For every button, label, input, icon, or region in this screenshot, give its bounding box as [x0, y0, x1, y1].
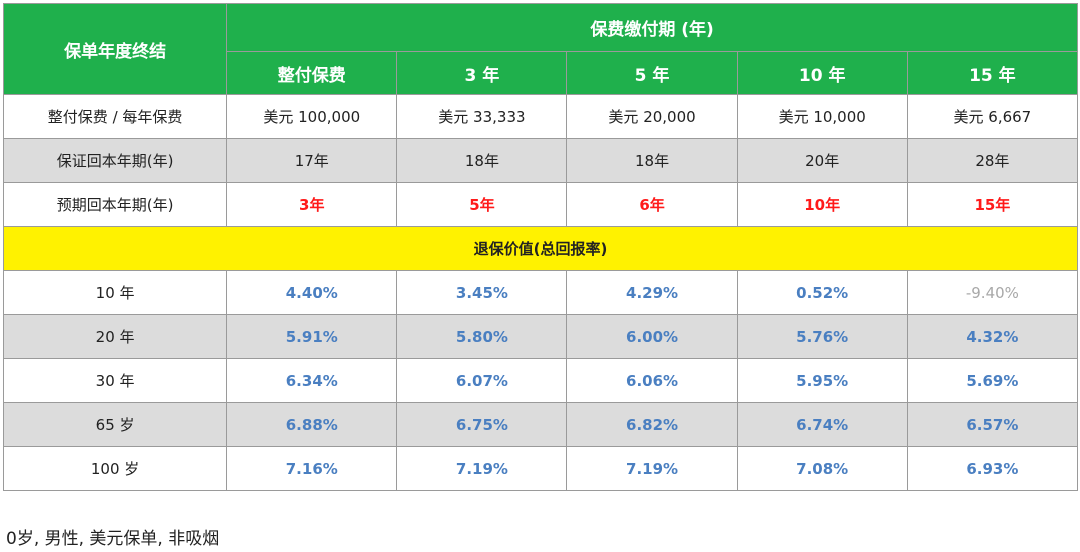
return-row-10y: 10 年 4.40% 3.45% 4.29% 0.52% -9.40%	[2, 270, 1079, 315]
row-label: 整付保费 / 每年保费	[2, 94, 228, 139]
premium-row: 整付保费 / 每年保费 美元 100,000 美元 33,333 美元 20,0…	[2, 94, 1079, 139]
row-label: 30 年	[2, 358, 228, 403]
return-cell: 6.74%	[736, 402, 908, 447]
return-cell: 6.00%	[566, 314, 738, 359]
return-cell: 5.95%	[736, 358, 908, 403]
premium-cell: 美元 10,000	[736, 94, 908, 139]
payment-period-group-header: 保费缴付期 (年)	[226, 3, 1078, 52]
return-cell: 4.40%	[226, 270, 398, 315]
row-label: 保证回本年期(年)	[2, 138, 228, 183]
return-cell: 6.93%	[906, 446, 1079, 491]
return-cell: 5.80%	[396, 314, 568, 359]
row-label: 预期回本年期(年)	[2, 182, 228, 227]
guaranteed-breakeven-cell: 17年	[226, 138, 398, 183]
expected-breakeven-cell: 6年	[566, 182, 738, 227]
surrender-value-table-container: 保单年度终结 保费缴付期 (年) 整付保费 3 年 5 年 10 年 15 年 …	[2, 3, 1079, 491]
return-cell: 6.75%	[396, 402, 568, 447]
guaranteed-breakeven-cell: 18年	[566, 138, 738, 183]
premium-cell: 美元 20,000	[566, 94, 738, 139]
row-label: 20 年	[2, 314, 228, 359]
return-cell: 5.91%	[226, 314, 398, 359]
expected-breakeven-cell: 3年	[226, 182, 398, 227]
expected-breakeven-row: 预期回本年期(年) 3年 5年 6年 10年 15年	[2, 182, 1079, 227]
guaranteed-breakeven-cell: 20年	[736, 138, 908, 183]
section-title-row: 退保价值(总回报率)	[3, 226, 1078, 271]
guaranteed-breakeven-cell: 18年	[396, 138, 568, 183]
return-cell: 5.76%	[736, 314, 908, 359]
header-row-periods: 整付保费 3 年 5 年 10 年 15 年	[4, 51, 1079, 95]
premium-cell: 美元 6,667	[906, 94, 1079, 139]
return-row-age-100: 100 岁 7.16% 7.19% 7.19% 7.08% 6.93%	[2, 446, 1079, 491]
period-header: 10 年	[736, 51, 908, 95]
period-header: 整付保费	[226, 51, 398, 95]
row-label: 100 岁	[2, 446, 228, 491]
surrender-value-section-title: 退保价值(总回报率)	[3, 226, 1078, 271]
return-cell: 5.69%	[906, 358, 1079, 403]
period-header: 15 年	[906, 51, 1079, 95]
premium-cell: 美元 100,000	[226, 94, 398, 139]
return-cell: 6.88%	[226, 402, 398, 447]
return-cell-negative: -9.40%	[906, 270, 1079, 315]
return-cell: 6.57%	[906, 402, 1079, 447]
return-cell: 7.19%	[396, 446, 568, 491]
header-row-top: 保单年度终结 保费缴付期 (年)	[2, 3, 1078, 95]
return-cell: 7.08%	[736, 446, 908, 491]
expected-breakeven-cell: 5年	[396, 182, 568, 227]
return-cell: 0.52%	[736, 270, 908, 315]
return-row-30y: 30 年 6.34% 6.07% 6.06% 5.95% 5.69%	[2, 358, 1079, 403]
return-row-age-65: 65 岁 6.88% 6.75% 6.82% 6.74% 6.57%	[2, 402, 1079, 447]
row-label: 65 岁	[2, 402, 228, 447]
return-cell: 7.19%	[566, 446, 738, 491]
footnote: 0岁, 男性, 美元保单, 非吸烟	[6, 529, 220, 549]
return-cell: 6.34%	[226, 358, 398, 403]
surrender-value-table: 保单年度终结 保费缴付期 (年) 整付保费 3 年 5 年 10 年 15 年 …	[2, 3, 1079, 491]
row-label-header: 保单年度终结	[2, 3, 228, 95]
return-cell: 6.07%	[396, 358, 568, 403]
premium-cell: 美元 33,333	[396, 94, 568, 139]
expected-breakeven-cell: 15年	[906, 182, 1079, 227]
return-cell: 6.82%	[566, 402, 738, 447]
row-label: 10 年	[2, 270, 228, 315]
return-cell: 3.45%	[396, 270, 568, 315]
guaranteed-breakeven-row: 保证回本年期(年) 17年 18年 18年 20年 28年	[2, 138, 1079, 183]
return-cell: 7.16%	[226, 446, 398, 491]
return-row-20y: 20 年 5.91% 5.80% 6.00% 5.76% 4.32%	[2, 314, 1079, 359]
period-header: 5 年	[566, 51, 738, 95]
return-cell: 6.06%	[566, 358, 738, 403]
return-cell: 4.29%	[566, 270, 738, 315]
guaranteed-breakeven-cell: 28年	[906, 138, 1079, 183]
period-header: 3 年	[396, 51, 568, 95]
expected-breakeven-cell: 10年	[736, 182, 908, 227]
return-cell: 4.32%	[906, 314, 1079, 359]
